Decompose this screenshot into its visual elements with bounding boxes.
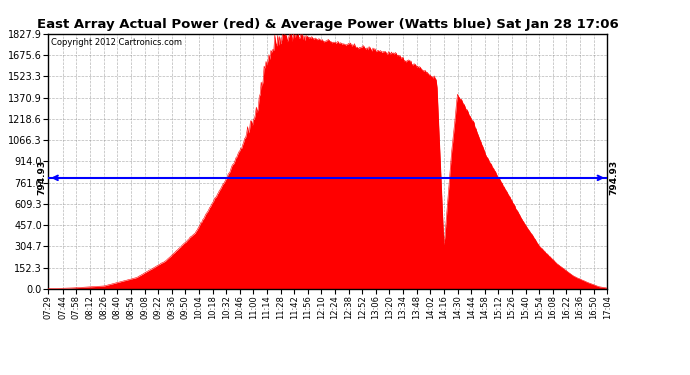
Text: 794.93: 794.93 bbox=[609, 160, 618, 195]
Text: 794.93: 794.93 bbox=[37, 160, 46, 195]
Title: East Array Actual Power (red) & Average Power (Watts blue) Sat Jan 28 17:06: East Array Actual Power (red) & Average … bbox=[37, 18, 619, 31]
Text: Copyright 2012 Cartronics.com: Copyright 2012 Cartronics.com bbox=[51, 38, 182, 46]
